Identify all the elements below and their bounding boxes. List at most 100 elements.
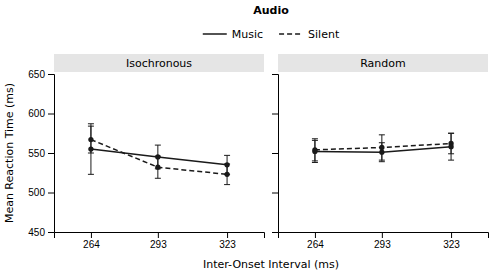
error-bar xyxy=(88,124,94,175)
error-cap xyxy=(448,160,454,161)
tick-mark xyxy=(48,114,54,115)
line xyxy=(91,149,227,165)
panel-strip xyxy=(54,54,264,72)
error-cap xyxy=(379,161,385,162)
legend-swatch xyxy=(203,33,227,35)
panel: 264 293 323 450 500 550 600 650 Isochronous xyxy=(28,54,264,250)
chart: 264 293 323 450 500 550 600 650 Isochronous 264 29… xyxy=(0,0,500,274)
tick-label: 264 xyxy=(83,239,100,250)
tick-mark xyxy=(48,232,54,233)
tick-mark xyxy=(91,232,92,238)
point xyxy=(155,154,160,159)
legend-item: Music xyxy=(203,28,263,41)
legend-item: Silent xyxy=(279,28,340,41)
error-cap xyxy=(448,133,454,134)
tick-label: 323 xyxy=(219,239,236,250)
error-cap xyxy=(155,168,161,169)
tick-mark xyxy=(382,232,383,238)
error-bar xyxy=(312,140,318,162)
error-bar xyxy=(379,143,385,162)
axis-line xyxy=(279,233,489,239)
tick: 323 xyxy=(443,232,460,250)
legend-title: Audio xyxy=(253,4,289,17)
error-cap xyxy=(224,174,230,175)
legend-label: Music xyxy=(232,28,263,41)
error-cap xyxy=(224,184,230,185)
plot-area xyxy=(312,133,454,162)
legend-label: Silent xyxy=(308,28,340,41)
tick-mark xyxy=(158,232,159,238)
series xyxy=(312,133,454,162)
y-axis xyxy=(272,75,279,233)
point xyxy=(448,144,453,149)
tick: 293 xyxy=(150,232,167,250)
tick-mark xyxy=(272,74,278,75)
error-cap xyxy=(155,178,161,179)
tick xyxy=(272,232,278,233)
tick-label: 550 xyxy=(28,148,45,159)
error-cap xyxy=(379,142,385,143)
tick-label: 264 xyxy=(307,239,324,250)
error-bar xyxy=(155,145,161,169)
error-cap xyxy=(448,133,454,134)
series xyxy=(312,133,454,161)
axis-line xyxy=(272,75,279,233)
error-bar xyxy=(448,133,454,160)
x-axis: 264 293 323 xyxy=(279,232,489,250)
tick-mark xyxy=(48,74,54,75)
legend: Audio Music Silent xyxy=(203,4,340,41)
series xyxy=(88,126,230,184)
tick-label: 323 xyxy=(443,239,460,250)
axis-line xyxy=(55,233,265,239)
tick xyxy=(272,153,278,154)
line xyxy=(91,140,227,175)
panel: 264 293 323 Random xyxy=(272,54,489,250)
tick-mark xyxy=(272,232,278,233)
tick-mark xyxy=(451,232,452,238)
tick: 264 xyxy=(83,232,100,250)
tick xyxy=(272,193,278,194)
error-cap xyxy=(88,123,94,124)
tick-label: 650 xyxy=(28,69,45,80)
plot-area xyxy=(88,124,230,185)
y-axis: 450 500 550 600 650 xyxy=(28,69,54,238)
legend-swatch xyxy=(279,33,303,35)
error-cap xyxy=(224,155,230,156)
point xyxy=(88,146,93,151)
tick: 264 xyxy=(307,232,324,250)
tick: 293 xyxy=(374,232,391,250)
error-cap xyxy=(155,145,161,146)
tick-mark xyxy=(272,193,278,194)
tick-mark xyxy=(227,232,228,238)
error-cap xyxy=(379,134,385,135)
panel-title: Random xyxy=(360,57,406,70)
tick-label: 293 xyxy=(150,239,167,250)
error-bar xyxy=(224,155,230,174)
tick-mark xyxy=(48,153,54,154)
tick-label: 500 xyxy=(28,187,45,198)
tick xyxy=(272,114,278,115)
error-cap xyxy=(312,138,318,139)
tick xyxy=(272,74,278,75)
tick: 450 xyxy=(28,227,54,238)
y-axis-title: Mean Reaction Time (ms) xyxy=(3,83,16,223)
tick-mark xyxy=(48,193,54,194)
tick-mark xyxy=(272,114,278,115)
error-cap xyxy=(312,140,318,141)
panel-title: Isochronous xyxy=(126,57,192,70)
tick-mark xyxy=(315,232,316,238)
tick-mark xyxy=(272,153,278,154)
point xyxy=(312,149,317,154)
x-axis-title: Inter-Onset Interval (ms) xyxy=(203,258,339,271)
tick: 550 xyxy=(28,148,54,159)
panel-strip xyxy=(278,54,488,72)
tick: 600 xyxy=(28,108,54,119)
tick: 500 xyxy=(28,187,54,198)
tick: 650 xyxy=(28,69,54,80)
tick-label: 600 xyxy=(28,108,45,119)
error-cap xyxy=(88,174,94,175)
error-cap xyxy=(312,162,318,163)
tick-label: 293 xyxy=(374,239,391,250)
axis-line xyxy=(48,75,55,233)
tick-label: 450 xyxy=(28,227,45,238)
